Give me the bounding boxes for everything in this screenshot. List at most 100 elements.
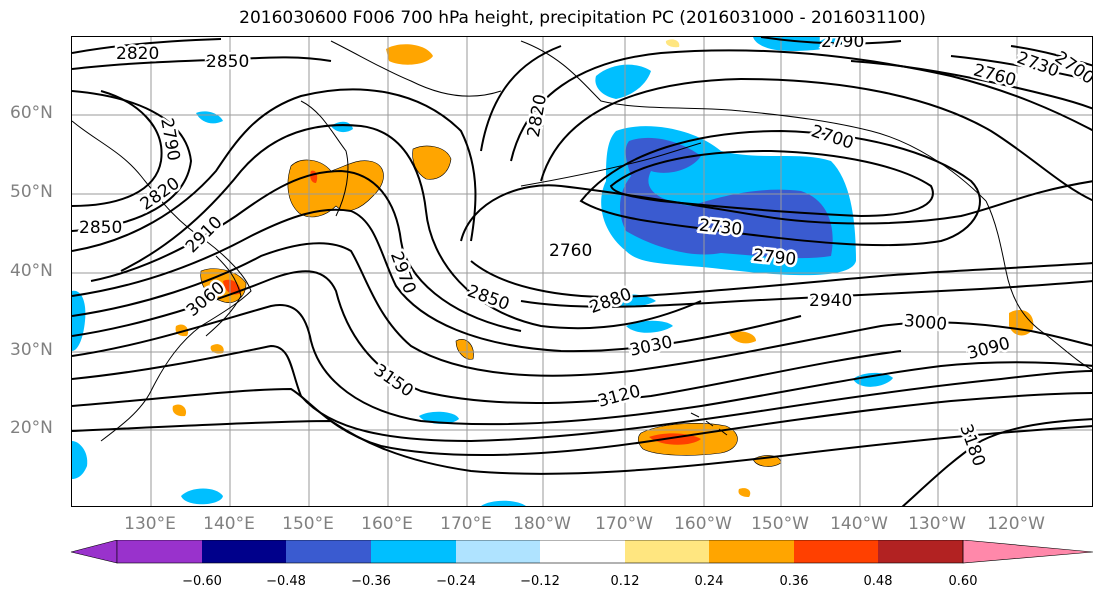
coast-siberia [330,40,502,97]
precip-orange-mid1 [455,339,474,360]
contour-2730-ne [950,55,1092,82]
contour-label: 2700 [1051,48,1093,89]
contour-2850-w [72,88,477,252]
map-panel: 2820 2850 2790 2820 2850 2910 3060 2820 … [71,36,1093,507]
contour-label: 2790 [821,37,864,52]
colorbar-bin [117,540,202,563]
contour-label: 2880 [587,284,634,318]
coastlines [72,40,1092,442]
precip-blue-mid2 [626,320,673,333]
lon-label-180w: 180°W [513,514,571,534]
colorbar-bin [456,540,541,563]
colorbar-bin [371,540,456,563]
chart-title: 2016030600 F006 700 hPa height, precipit… [239,8,926,28]
contour-2790-top [760,37,902,45]
contour-2820-mid [510,49,1092,162]
contour-2820-w [72,90,193,232]
contour-label: 3090 [965,333,1012,364]
colorbar [70,540,1094,564]
contour-2940-mid [520,280,1092,308]
contour-label: 2850 [206,52,249,72]
contour-label-layer: 2820 2850 2790 2820 2850 2910 3060 2820 … [77,37,1093,472]
lat-label-60n: 60°N [10,103,53,123]
lon-label-160e: 160°E [361,514,413,534]
contour-2970 [72,208,802,353]
contour-2730 [579,129,981,247]
map-canvas: 2820 2850 2790 2820 2850 2910 3060 2820 … [72,37,1093,506]
coast-asia [72,120,252,442]
precip-orange-top [386,44,433,65]
contour-2820-nw [72,38,222,54]
lon-label-120w: 120°W [987,514,1045,534]
colorbar-tick-label: −0.12 [520,574,560,589]
precip-blue-east [853,372,893,387]
contour-2700-ne [1010,45,1092,67]
lon-label-150e: 150°E [282,514,334,534]
precip-orange-kamchatka [287,159,384,218]
contour-2910 [120,124,702,330]
precip-blue-top [753,37,851,51]
lon-label-130e: 130°E [124,514,176,534]
contour-2700 [609,149,934,218]
coast-aleutians [520,142,702,187]
colorbar-tick-label: 0.36 [779,574,809,589]
coast-kamchatka [300,100,349,217]
colorbar-bin [540,540,625,563]
lon-label-170e: 170°E [440,514,492,534]
contour-2790-mid [540,77,1092,202]
colorbar-bin [286,540,371,563]
contour-2760-ne [850,60,1092,110]
lon-label-170w: 170°W [595,514,653,534]
coast-westcoast [985,200,1092,371]
precip-orange-s2 [172,404,187,417]
colorbar-bin [202,540,287,563]
colorbar-tick-label: 0.60 [948,574,978,589]
contour-2880 [470,260,1092,298]
contour-2760-trough [460,180,1092,242]
colorbar-tick-label: 0.48 [863,574,893,589]
precip-blue-alaska [595,64,651,99]
contour-label: 2940 [809,291,852,311]
colorbar-tick-label: −0.36 [351,574,391,589]
lat-label-30n: 30°N [10,340,53,360]
contour-2850-mid [480,45,562,152]
contour-label: 2850 [465,281,512,315]
contour-3030 [72,270,902,404]
lon-label-130w: 130°W [908,514,966,534]
lat-label-20n: 20°N [10,418,53,438]
precip-orange-mid2 [729,331,756,344]
colorbar-bin [709,540,794,563]
contour-3180 [901,418,1092,506]
contour-3090 [72,344,1092,443]
contour-label: 3180 [955,422,989,469]
precip-orange-s5 [738,488,751,497]
lon-label-140w: 140°W [830,514,888,534]
coast-japan [205,255,242,337]
contour-3120 [72,387,1092,457]
precip-darkblue-gulf [619,137,833,259]
coast-alaska [520,40,987,202]
precip-negative [72,37,893,506]
contour-label: 2760 [549,241,592,261]
colorbar-bin [878,540,963,563]
colorbar-bin [794,540,879,563]
contour-3150 [72,419,1092,475]
precip-orange-s3 [210,344,224,354]
contour-label: 2820 [116,44,159,64]
colorbar-tick-label: −0.48 [266,574,306,589]
colorbar-tick-label: −0.24 [436,574,476,589]
precip-blue-west3 [331,121,353,133]
contour-label: 3150 [370,360,417,401]
precip-blue-west [72,290,86,351]
lon-label-150w: 150°W [751,514,809,534]
precip-blue-bottom2 [481,500,526,506]
contour-label: 3000 [903,311,948,335]
colorbar-tick-label: −0.60 [182,574,222,589]
lon-label-160w: 160°W [674,514,732,534]
contour-2790-w [72,90,163,207]
lat-label-50n: 50°N [10,182,53,202]
colorbar-tick-label: 0.12 [610,574,640,589]
contour-label: 2910 [182,212,227,257]
height-contours [72,37,1092,506]
colorbar-extend-low [70,540,118,564]
